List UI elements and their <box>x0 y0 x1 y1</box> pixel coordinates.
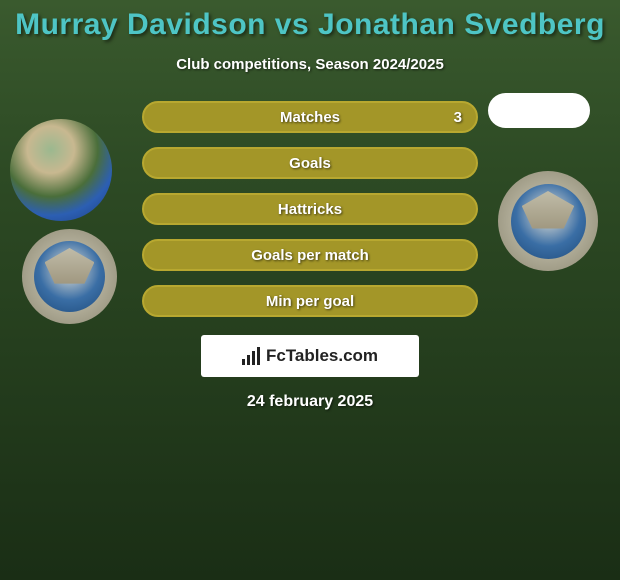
player-right-club-badge <box>498 171 598 271</box>
stats-column: Matches 3 Goals Hattricks Goals per matc… <box>142 101 478 317</box>
stat-bar-matches: Matches 3 <box>142 101 478 133</box>
player-right-avatar <box>488 93 590 128</box>
club-crest-icon <box>511 184 586 259</box>
content-area: Matches 3 Goals Hattricks Goals per matc… <box>0 101 620 411</box>
stat-label: Hattricks <box>278 201 342 218</box>
date-label: 24 february 2025 <box>0 393 620 411</box>
stat-bar-goals-per-match: Goals per match <box>142 239 478 271</box>
subtitle: Club competitions, Season 2024/2025 <box>0 56 620 73</box>
stat-label: Matches <box>280 109 340 126</box>
branding-logo: FcTables.com <box>201 335 419 377</box>
player-left-avatar <box>10 119 112 221</box>
page-title: Murray Davidson vs Jonathan Svedberg <box>0 0 620 42</box>
logo-text: FcTables.com <box>266 346 378 366</box>
stat-bar-min-per-goal: Min per goal <box>142 285 478 317</box>
stat-label: Goals <box>289 155 331 172</box>
stat-label: Min per goal <box>266 293 354 310</box>
eagle-icon <box>45 248 95 284</box>
stat-bar-goals: Goals <box>142 147 478 179</box>
stat-bar-hattricks: Hattricks <box>142 193 478 225</box>
stat-value-right: 3 <box>454 109 462 126</box>
club-crest-icon <box>34 241 105 312</box>
bar-chart-icon <box>242 347 260 365</box>
eagle-icon <box>522 191 575 229</box>
stat-label: Goals per match <box>251 247 369 264</box>
player-left-club-badge <box>22 229 117 324</box>
